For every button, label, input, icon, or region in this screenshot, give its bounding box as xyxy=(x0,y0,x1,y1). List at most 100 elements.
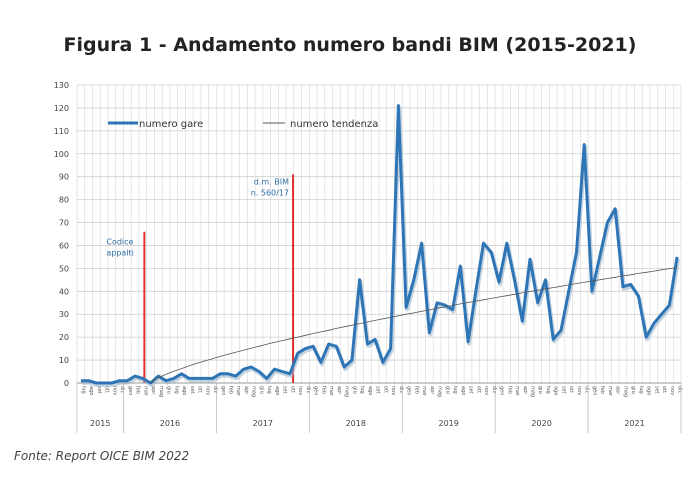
x-month-label: mag xyxy=(344,386,350,397)
x-month-label: nov xyxy=(669,386,675,395)
x-month-label: set xyxy=(468,386,474,394)
x-month-label: gen xyxy=(406,386,412,395)
y-tick-label: 10 xyxy=(59,356,69,365)
x-month-label: set xyxy=(560,386,566,394)
chart-title: Figura 1 - Andamento numero bandi BIM (2… xyxy=(63,34,637,56)
x-month-label: mar xyxy=(235,386,241,397)
x-month-label: ago xyxy=(181,386,187,395)
x-month-label: set xyxy=(189,386,195,394)
y-tick-label: 0 xyxy=(64,379,69,388)
x-month-label: gen xyxy=(313,386,319,395)
annotation-label: appalti xyxy=(106,249,134,258)
series-line-numero-tendenza xyxy=(150,267,678,384)
x-month-label: feb xyxy=(135,386,141,394)
x-month-label: feb xyxy=(506,386,512,394)
x-month-label: ago xyxy=(460,386,466,395)
x-month-label: nov xyxy=(390,386,396,395)
y-tick-label: 110 xyxy=(54,127,69,136)
x-month-label: ago xyxy=(274,386,280,395)
x-month-label: mar xyxy=(607,386,613,397)
annotation-label: d.m. BIM xyxy=(254,177,289,186)
x-month-label: dic xyxy=(398,386,404,394)
x-month-label: ago xyxy=(367,386,373,395)
x-month-label: giu xyxy=(166,386,172,394)
annotation-label: n. 560/17 xyxy=(251,188,289,197)
y-tick-label: 20 xyxy=(59,333,69,342)
y-tick-label: 70 xyxy=(59,219,69,228)
x-month-label: lug xyxy=(452,386,458,394)
x-month-label: set xyxy=(96,386,102,394)
x-month-label: apr xyxy=(615,386,621,395)
y-tick-label: 30 xyxy=(59,310,69,319)
series-line-numero-gare xyxy=(80,104,679,385)
x-month-label: mag xyxy=(530,386,536,397)
x-month-label: lug xyxy=(173,386,179,394)
x-month-label: set xyxy=(653,386,659,394)
x-month-label: giu xyxy=(537,386,543,394)
x-month-label: giu xyxy=(630,386,636,394)
x-month-label: feb xyxy=(228,386,234,394)
x-month-label: lug xyxy=(545,386,551,394)
x-year-label: 2021 xyxy=(624,419,644,428)
x-month-label: ott xyxy=(568,386,574,393)
x-month-label: ott xyxy=(475,386,481,393)
y-tick-label: 80 xyxy=(59,196,69,205)
x-month-label: mag xyxy=(622,386,628,397)
x-month-label: nov xyxy=(111,386,117,395)
x-month-label: gen xyxy=(499,386,505,395)
x-month-label: mar xyxy=(142,386,148,397)
x-year-label: 2019 xyxy=(439,419,459,428)
x-month-label: mar xyxy=(514,386,520,397)
x-month-label: gen xyxy=(591,386,597,395)
x-month-label: dic xyxy=(677,386,683,394)
x-year-label: 2017 xyxy=(253,419,273,428)
y-tick-label: 90 xyxy=(59,173,69,182)
y-tick-label: 100 xyxy=(54,150,69,159)
y-tick-label: 50 xyxy=(59,264,69,273)
x-month-label: dic xyxy=(119,386,125,394)
x-month-label: nov xyxy=(297,386,303,395)
y-tick-label: 120 xyxy=(54,104,69,113)
x-month-label: ott xyxy=(661,386,667,393)
x-month-label: mag xyxy=(251,386,257,397)
x-month-label: apr xyxy=(150,386,156,395)
legend-label: numero gare xyxy=(139,119,203,130)
source-note: Fonte: Report OICE BIM 2022 xyxy=(14,449,190,463)
x-month-label: apr xyxy=(522,386,528,395)
x-year-label: 2020 xyxy=(531,419,551,428)
x-month-label: ott xyxy=(289,386,295,393)
y-tick-label: 130 xyxy=(54,81,69,90)
x-month-label: giu xyxy=(444,386,450,394)
x-month-label: giu xyxy=(351,386,357,394)
x-year-label: 2016 xyxy=(160,419,180,428)
x-month-label: ago xyxy=(88,386,94,395)
y-tick-label: 40 xyxy=(59,287,69,296)
x-month-label: mar xyxy=(328,386,334,397)
x-month-label: lug xyxy=(266,386,272,394)
x-month-label: mag xyxy=(158,386,164,397)
x-month-label: nov xyxy=(204,386,210,395)
x-month-label: ago xyxy=(646,386,652,395)
annotation-label: Codice xyxy=(106,238,133,247)
x-month-label: dic xyxy=(212,386,218,394)
x-month-label: nov xyxy=(576,386,582,395)
x-month-label: ott xyxy=(197,386,203,393)
x-month-label: feb xyxy=(320,386,326,394)
x-month-label: gen xyxy=(220,386,226,395)
x-month-label: nov xyxy=(483,386,489,395)
x-year-label: 2018 xyxy=(346,419,366,428)
legend-label: numero tendenza xyxy=(290,119,378,130)
x-month-label: lug xyxy=(359,386,365,394)
x-month-label: apr xyxy=(429,386,435,395)
x-month-label: apr xyxy=(336,386,342,395)
x-month-label: lug xyxy=(80,386,86,394)
x-month-label: set xyxy=(375,386,381,394)
x-month-label: ago xyxy=(553,386,559,395)
x-month-label: gen xyxy=(127,386,133,395)
x-month-label: dic xyxy=(584,386,590,394)
x-month-label: mag xyxy=(437,386,443,397)
y-tick-label: 60 xyxy=(59,241,69,250)
x-month-label: feb xyxy=(599,386,605,394)
x-month-label: giu xyxy=(258,386,264,394)
